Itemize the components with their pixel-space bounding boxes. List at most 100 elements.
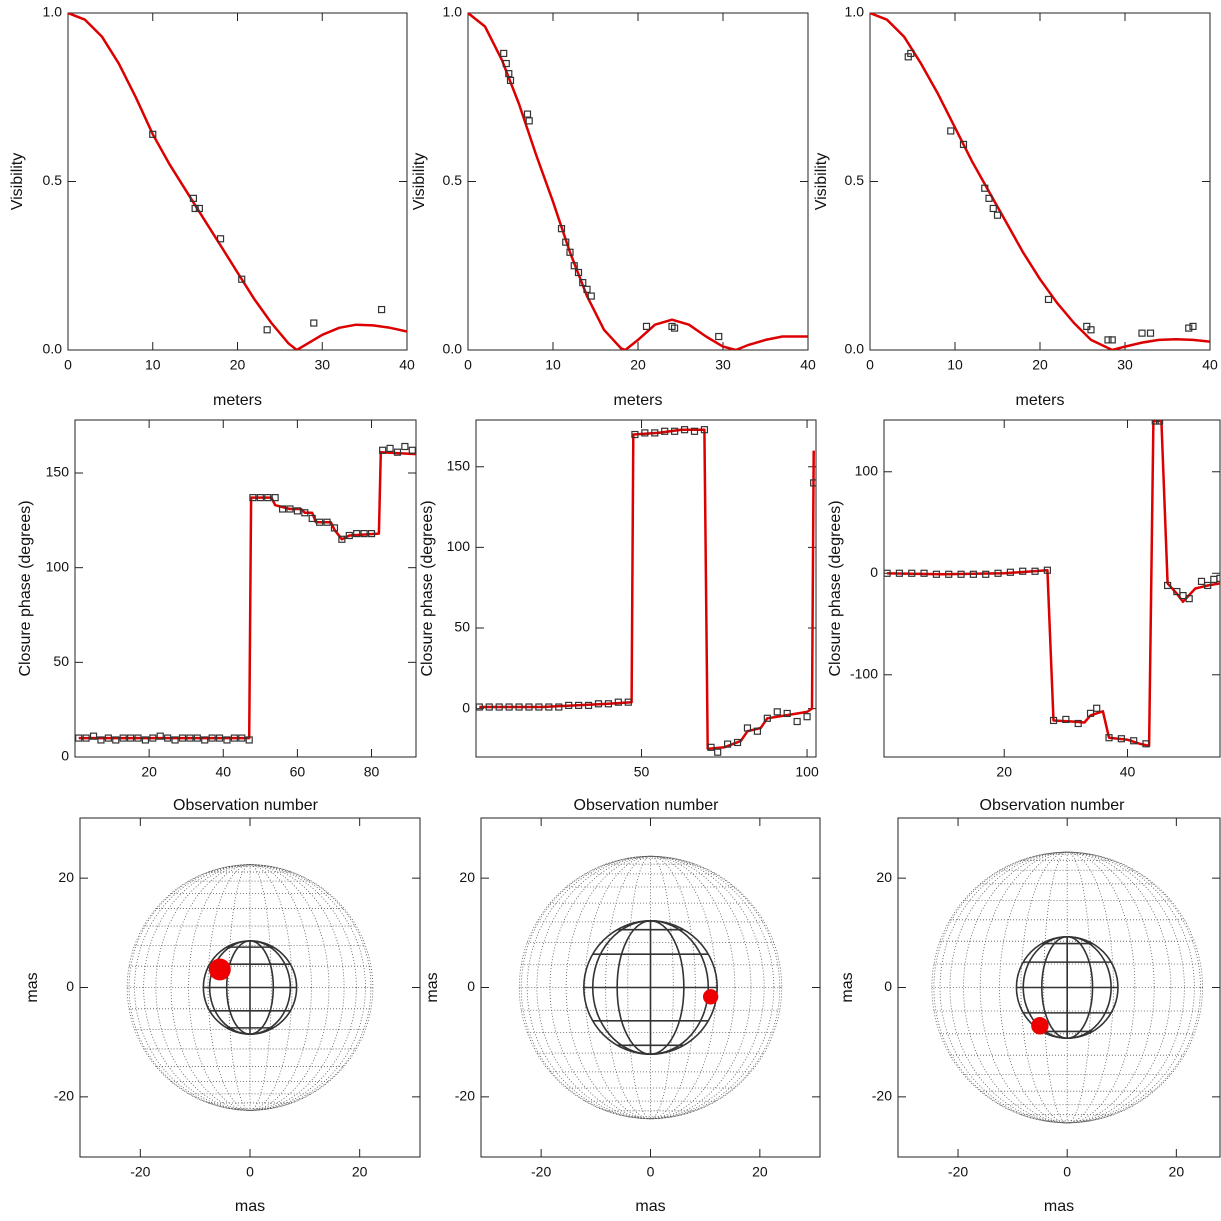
x-tick-label: 0 (647, 1164, 655, 1180)
plot-frame (74, 419, 417, 758)
x-axis-label: Observation number (980, 797, 1126, 814)
outer-sphere (931, 851, 1203, 1124)
data-point (1185, 595, 1193, 603)
data-point (1105, 734, 1113, 742)
data-point (171, 736, 179, 744)
data-point (783, 709, 791, 718)
data-point (981, 184, 989, 192)
data-point (393, 448, 402, 456)
data-point (89, 732, 98, 740)
data-point (1006, 568, 1014, 576)
data-point (1138, 329, 1146, 337)
data-point (1087, 326, 1095, 334)
data-point (485, 703, 493, 711)
data-point (193, 734, 201, 742)
x-tick-label: 40 (800, 357, 816, 373)
data-point (1043, 566, 1051, 574)
data-point (733, 738, 742, 747)
x-tick-label: 20 (1169, 1164, 1185, 1180)
y-tick-label: -100 (850, 665, 878, 681)
data-point (642, 322, 651, 331)
y-axis-label: mas (839, 972, 856, 1002)
data-point (594, 700, 603, 708)
y-tick-label: -20 (872, 1088, 892, 1104)
model-line (468, 13, 808, 350)
data-point (119, 734, 127, 742)
data-point (1163, 581, 1172, 590)
data-point (793, 717, 801, 726)
x-tick-label: 0 (464, 357, 472, 373)
x-tick-label: 10 (947, 357, 963, 373)
y-axis-label: Closure phase (degrees) (419, 500, 436, 676)
data-point (994, 569, 1002, 577)
y-tick-label: 100 (447, 538, 471, 554)
plot-frame (467, 12, 809, 351)
data-point (969, 570, 977, 578)
data-point (1197, 577, 1206, 585)
y-tick-label: 150 (46, 464, 70, 480)
meridian (999, 851, 1136, 1124)
data-point (724, 740, 732, 748)
y-tick-label: 0 (884, 978, 892, 994)
panel: 0 10 20 30 40 0.0 0.5 1.0 meters Visibility (813, 4, 1218, 410)
data-point (476, 703, 483, 711)
plot-area (75, 442, 416, 744)
x-tick-label: 20 (996, 764, 1012, 780)
x-tick-label: 40 (399, 357, 415, 373)
x-tick-label: 100 (795, 764, 819, 780)
x-tick-label: 30 (715, 357, 731, 373)
y-tick-label: 20 (58, 869, 74, 885)
data-point (743, 724, 752, 732)
data-point (360, 529, 368, 538)
y-tick-label: 1.0 (443, 4, 463, 20)
data-point (715, 332, 723, 341)
data-point (195, 204, 203, 213)
data-point (555, 703, 563, 711)
x-tick-label: 60 (290, 764, 306, 780)
x-tick-label: 40 (215, 764, 231, 780)
companion (208, 958, 231, 981)
x-tick-label: 20 (1032, 357, 1048, 373)
companion (702, 989, 719, 1005)
x-tick-label: 20 (141, 764, 157, 780)
data-point (773, 708, 781, 716)
data-point (523, 110, 532, 118)
x-axis-label: Observation number (173, 797, 319, 814)
plot-area (870, 13, 1210, 350)
data-point (353, 529, 361, 538)
data-point (223, 736, 231, 744)
data-point (215, 734, 224, 742)
data-point (264, 494, 272, 502)
data-point (631, 430, 639, 439)
data-point (753, 727, 762, 735)
data-point (700, 426, 709, 434)
y-axis-label: mas (424, 972, 441, 1002)
y-tick-label: 0.0 (845, 341, 865, 357)
x-tick-label: 0 (1063, 1164, 1071, 1180)
x-axis-label: meters (213, 392, 262, 409)
panel: -20 0 20 -20 0 20 mas mas (839, 817, 1221, 1215)
star-sphere (1015, 935, 1119, 1040)
data-point (1210, 575, 1218, 583)
x-tick-label: 30 (314, 357, 330, 373)
x-axis-label: Observation number (574, 797, 720, 814)
data-point (907, 49, 915, 58)
x-tick-label: 30 (1117, 357, 1133, 373)
x-tick-label: 40 (1120, 764, 1136, 780)
data-point (803, 713, 811, 721)
data-point (189, 194, 198, 202)
data-point (690, 427, 699, 435)
x-tick-label: 0 (246, 1164, 254, 1180)
data-point (1189, 322, 1197, 331)
data-point (263, 326, 271, 334)
x-tick-label: 10 (145, 357, 161, 373)
data-point (641, 429, 649, 437)
data-point (1108, 336, 1116, 344)
y-tick-label: 0.5 (443, 172, 463, 188)
data-point (201, 736, 209, 744)
x-tick-label: 40 (1202, 357, 1218, 373)
data-point (707, 743, 715, 751)
x-tick-label: 10 (545, 357, 561, 373)
data-point (323, 518, 331, 526)
data-point (134, 734, 142, 742)
